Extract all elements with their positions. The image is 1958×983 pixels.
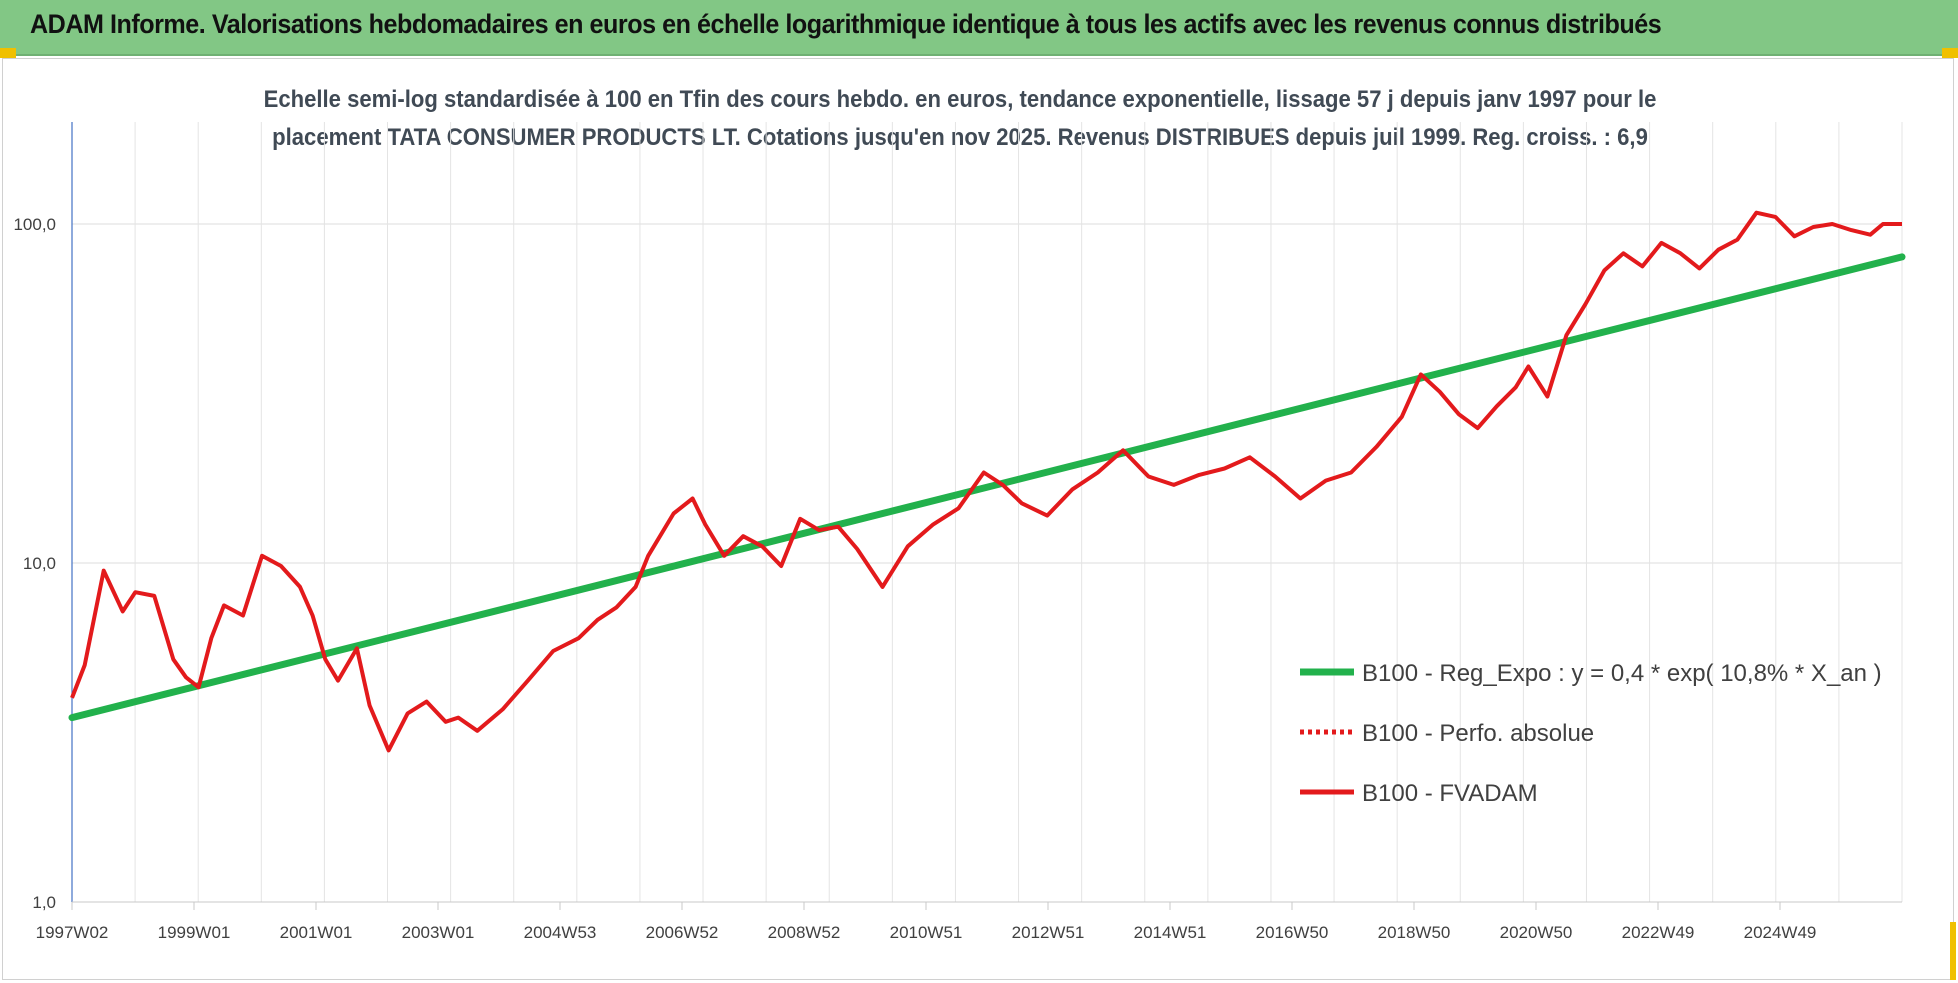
y-tick-label: 10,0 (23, 554, 56, 573)
series-line-trend (68, 253, 1906, 722)
x-tick-label: 2012W51 (1012, 923, 1085, 942)
series-line-fvadam (70, 210, 1902, 753)
x-tick-label: 1997W02 (36, 923, 109, 942)
legend-entry: B100 - FVADAM (1362, 780, 1538, 807)
x-tick-label: 2001W01 (280, 923, 353, 942)
y-tick-label: 1,0 (32, 893, 56, 912)
report-title: ADAM Informe. Valorisations hebdomadaire… (30, 9, 1662, 39)
x-tick-label: 2018W50 (1378, 923, 1451, 942)
legend-entry: B100 - Perfo. absolue (1362, 720, 1594, 747)
frame-corner-marker (1950, 922, 1956, 980)
chart-subtitle: placement TATA CONSUMER PRODUCTS LT. Cot… (272, 124, 1648, 151)
x-tick-label: 1999W01 (158, 923, 231, 942)
x-tick-label: 2008W52 (768, 923, 841, 942)
x-tick-label: 2010W51 (890, 923, 963, 942)
x-tick-label: 2003W01 (402, 923, 475, 942)
x-tick-label: 2022W49 (1622, 923, 1695, 942)
x-tick-label: 2020W50 (1500, 923, 1573, 942)
frame-corner-marker (1942, 48, 1958, 58)
frame-corner-marker (0, 48, 16, 58)
x-tick-label: 2024W49 (1744, 923, 1817, 942)
y-tick-label: 100,0 (13, 215, 56, 234)
x-tick-label: 2016W50 (1256, 923, 1329, 942)
chart-frame (2, 58, 1954, 980)
report-banner: ADAM Informe. Valorisations hebdomadaire… (0, 0, 1958, 56)
x-tick-label: 2014W51 (1134, 923, 1207, 942)
chart-title: Echelle semi-log standardisée à 100 en T… (263, 86, 1657, 113)
x-tick-label: 2006W52 (646, 923, 719, 942)
x-tick-label: 2004W53 (524, 923, 597, 942)
legend-entry: B100 - Reg_Expo : y = 0,4 * exp( 10,8% *… (1362, 660, 1882, 687)
